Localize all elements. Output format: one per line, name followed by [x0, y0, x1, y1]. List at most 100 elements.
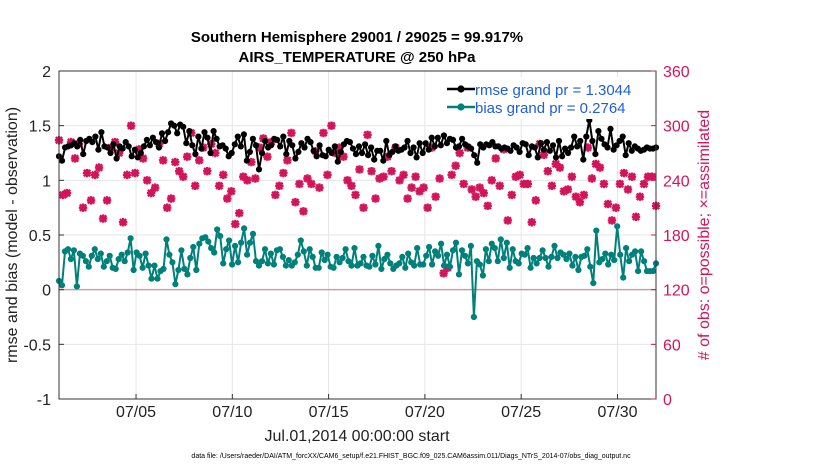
- bias-point: [429, 261, 436, 268]
- bias-point: [121, 258, 128, 265]
- rmse-point: [368, 144, 375, 151]
- bias-point: [267, 250, 274, 257]
- bias-point: [554, 254, 561, 262]
- obs-count-marker: [555, 163, 565, 172]
- obs-count-marker: [267, 137, 276, 147]
- obs-count-marker: [363, 130, 372, 139]
- bias-point: [530, 254, 537, 262]
- right-y-axis-ticks: 360 300 240 180 120 60 0: [651, 64, 690, 409]
- obs-count-marker: [78, 203, 88, 212]
- obs-count-marker: [551, 159, 561, 169]
- bias-point: [620, 274, 627, 281]
- bias-point: [205, 238, 212, 245]
- bias-point: [190, 243, 197, 251]
- rmse-point: [119, 145, 126, 152]
- rmse-point: [422, 140, 429, 147]
- rmse-point: [577, 137, 584, 145]
- bias-point: [193, 266, 200, 274]
- bias-point: [163, 236, 170, 243]
- x-tick-label: 07/15: [309, 404, 349, 421]
- bias-point: [446, 263, 454, 270]
- bias-point: [584, 246, 591, 253]
- rmse-point: [149, 134, 156, 141]
- bias-point: [94, 256, 101, 263]
- bias-point: [402, 264, 409, 271]
- obs-count-marker: [307, 179, 316, 189]
- obs-count-marker: [375, 174, 384, 183]
- rmse-point: [122, 139, 129, 146]
- rmse-point: [625, 140, 632, 147]
- obs-count-marker: [487, 176, 496, 185]
- obs-count-marker: [407, 183, 416, 192]
- obs-count-marker: [431, 192, 440, 201]
- rmse-point: [437, 142, 444, 149]
- rmse-point: [328, 149, 335, 157]
- right-y-tick-label: 180: [663, 228, 690, 245]
- obs-count-marker: [367, 167, 376, 176]
- rmse-point: [313, 153, 320, 160]
- bias-point: [261, 246, 269, 253]
- obs-count-marker: [423, 203, 432, 212]
- obs-count-marker: [339, 152, 348, 161]
- obs-count-marker: [227, 187, 236, 196]
- bias-point: [252, 258, 260, 265]
- rmse-point: [583, 133, 590, 140]
- bias-point: [258, 258, 266, 265]
- rmse-point: [289, 142, 296, 149]
- obs-count-marker: [158, 156, 168, 165]
- rmse-point: [331, 143, 338, 150]
- rmse-point: [525, 152, 532, 159]
- obs-count-marker: [531, 196, 540, 205]
- obs-count-marker: [235, 208, 244, 218]
- x-tick-label: 07/30: [597, 404, 637, 421]
- rmse-point: [549, 142, 557, 149]
- bias-point: [563, 256, 570, 263]
- rmse-point: [322, 153, 329, 160]
- rmse-point: [283, 151, 290, 158]
- bias-point: [339, 254, 346, 262]
- rmse-point: [565, 149, 572, 157]
- obs-count-marker: [138, 154, 148, 163]
- rmse-point: [201, 129, 208, 136]
- rmse-point: [416, 140, 423, 147]
- bias-point: [130, 266, 137, 274]
- rmse-point: [346, 139, 353, 146]
- rmse-point: [110, 141, 117, 148]
- rmse-point: [349, 145, 357, 152]
- obs-count-marker: [175, 167, 184, 176]
- bias-point: [294, 251, 301, 258]
- bias-point: [635, 268, 642, 275]
- obs-count-marker: [539, 150, 549, 160]
- bias-point: [342, 246, 349, 253]
- bias-point: [142, 250, 149, 257]
- obs-count-marker: [567, 172, 577, 181]
- obs-count-marker: [615, 179, 625, 189]
- bias-point: [235, 259, 242, 266]
- bias-point: [572, 253, 579, 260]
- rmse-point: [213, 135, 220, 142]
- bias-point: [521, 251, 528, 258]
- bias-point: [396, 260, 403, 267]
- rmse-point: [195, 133, 202, 140]
- rmse-point: [546, 147, 554, 154]
- legend-rmse-label: rmse grand pr = 1.3044: [475, 82, 631, 99]
- bias-point: [590, 280, 597, 287]
- obs-count-marker: [279, 168, 288, 178]
- rmse-point: [413, 154, 420, 161]
- bias-point: [375, 242, 382, 249]
- rmse-point: [337, 148, 344, 155]
- rmse-point: [534, 154, 541, 161]
- bias-point: [351, 245, 358, 252]
- bias-point: [330, 264, 337, 271]
- rmse-point: [295, 148, 302, 155]
- x-tick-label: 07/05: [116, 404, 156, 421]
- obs-count-marker: [243, 176, 252, 185]
- bias-point: [249, 230, 257, 237]
- bias-point: [175, 266, 182, 274]
- rmse-point: [204, 134, 211, 141]
- rmse-point: [231, 141, 238, 148]
- obs-count-marker: [283, 156, 292, 165]
- obs-count-marker: [411, 172, 420, 181]
- bias-point: [602, 250, 609, 257]
- bias-point: [566, 250, 573, 257]
